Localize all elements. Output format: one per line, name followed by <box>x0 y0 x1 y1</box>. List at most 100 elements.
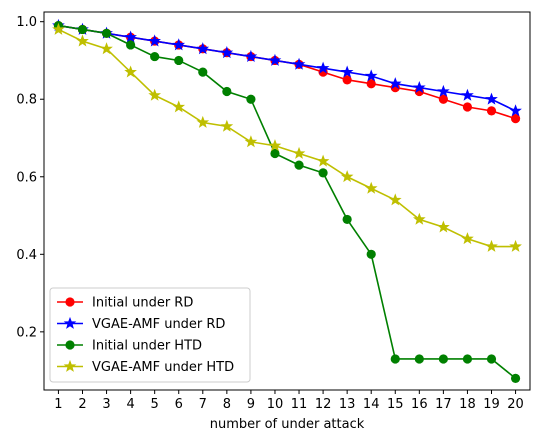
x-tick-label: 11 <box>291 397 308 412</box>
x-tick-label: 19 <box>483 397 500 412</box>
data-point <box>124 65 137 78</box>
data-point <box>461 232 474 245</box>
y-tick-label: 0.6 <box>16 170 37 185</box>
data-point <box>462 354 473 364</box>
x-tick-label: 15 <box>387 397 404 412</box>
data-point <box>148 88 161 101</box>
data-point <box>340 170 354 183</box>
x-tick-label: 1 <box>54 397 62 412</box>
data-point <box>485 239 498 252</box>
data-point <box>340 65 354 78</box>
y-tick-label: 0.2 <box>16 325 37 340</box>
x-tick-label: 9 <box>247 397 255 412</box>
data-point <box>509 104 522 117</box>
data-point <box>316 61 330 74</box>
legend-marker <box>65 297 75 307</box>
data-point <box>126 40 136 50</box>
legend-box <box>49 287 251 383</box>
y-axis-ticks: 0.2 0.4 0.6 0.8 1.0 <box>16 15 44 340</box>
data-point <box>196 115 210 128</box>
x-tick-label: 12 <box>315 397 332 412</box>
data-point <box>364 181 378 194</box>
data-point <box>461 88 474 101</box>
y-tick-label: 0.8 <box>16 93 37 108</box>
data-point <box>222 86 232 97</box>
data-point <box>198 67 208 77</box>
data-point <box>510 114 521 124</box>
data-point <box>270 148 280 159</box>
data-point <box>124 30 137 43</box>
data-point <box>413 212 426 225</box>
data-point <box>390 354 400 364</box>
series-initial-under-htd <box>53 20 521 383</box>
x-tick-label: 3 <box>102 397 110 412</box>
x-axis-label: number of under attack <box>210 417 365 432</box>
data-point <box>76 34 89 47</box>
data-point <box>364 69 378 82</box>
data-point <box>437 220 450 233</box>
data-point <box>292 57 306 70</box>
data-point <box>268 139 282 152</box>
data-point <box>101 28 112 38</box>
x-tick-label: 6 <box>175 397 183 412</box>
legend-label: VGAE-AMF under RD <box>92 317 225 332</box>
y-tick-label: 0.4 <box>16 248 37 263</box>
legend-label: Initial under HTD <box>92 339 202 354</box>
series-vgae-amf-under-htd <box>52 22 522 252</box>
data-point <box>462 102 473 112</box>
data-point <box>342 214 352 225</box>
legend-marker <box>63 359 77 372</box>
data-point <box>316 154 330 167</box>
data-point <box>366 249 376 259</box>
x-tick-label: 8 <box>223 397 231 412</box>
x-tick-label: 4 <box>126 397 134 412</box>
data-point <box>77 24 88 35</box>
data-point <box>438 94 448 104</box>
data-point <box>366 79 376 89</box>
data-point <box>388 77 402 90</box>
data-point <box>174 55 184 66</box>
data-point <box>100 42 113 55</box>
series-vgae-amf-under-rd <box>52 18 522 117</box>
data-point <box>292 146 306 159</box>
x-tick-label: 16 <box>411 397 428 412</box>
legend-label: Initial under RD <box>92 296 193 311</box>
data-point <box>172 100 186 113</box>
legend-marker <box>63 316 77 329</box>
data-point <box>246 94 256 104</box>
data-point <box>172 38 186 51</box>
legend: Initial under RD VGAE-AMF under RD Initial… <box>49 287 251 383</box>
x-tick-label: 14 <box>363 397 380 412</box>
series-layer <box>52 18 522 383</box>
x-axis-ticks: 1 2 3 4 5 6 7 8 9 10 11 12 13 14 15 16 17 18 19 20 <box>54 390 524 412</box>
data-point <box>294 160 304 170</box>
x-tick-label: 7 <box>199 397 207 412</box>
data-point <box>150 51 160 62</box>
legend-marker <box>65 340 75 350</box>
y-tick-label: 1.0 <box>16 15 37 30</box>
x-tick-label: 18 <box>459 397 476 412</box>
data-point <box>437 84 450 97</box>
data-point <box>148 34 161 47</box>
data-point <box>486 106 497 116</box>
data-point <box>485 92 498 105</box>
x-tick-label: 17 <box>435 397 452 412</box>
x-tick-label: 20 <box>507 397 524 412</box>
data-point <box>244 135 258 148</box>
x-tick-label: 10 <box>267 397 284 412</box>
data-point <box>268 53 282 66</box>
x-tick-label: 13 <box>339 397 356 412</box>
data-point <box>486 354 497 364</box>
data-point <box>342 75 352 85</box>
data-point <box>196 42 210 55</box>
data-point <box>220 46 234 59</box>
data-point <box>413 80 426 93</box>
data-point <box>220 119 234 132</box>
data-point <box>52 22 65 35</box>
data-point <box>510 373 521 383</box>
data-point <box>244 49 258 62</box>
x-tick-label: 5 <box>151 397 159 412</box>
data-point <box>318 168 328 178</box>
data-point <box>414 354 424 364</box>
